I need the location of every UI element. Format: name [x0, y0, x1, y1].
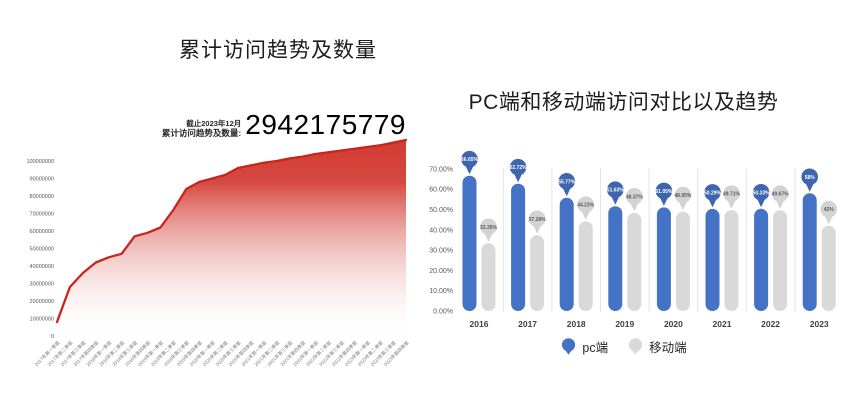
pc-mobile-comparison-panel: 0.00% 10.00% 20.00% 30.00% 40.00% 50.00% 60.00… — [426, 0, 852, 411]
bar-pc端-2016 — [462, 175, 477, 311]
bubble — [752, 184, 770, 201]
annotation-total-value: 2942175779 — [245, 109, 406, 140]
bubble-value-label: 44.23% — [577, 203, 595, 209]
x-axis-year-label: 2018 — [567, 319, 586, 329]
bar-pc端-2021 — [705, 208, 720, 311]
y-axis-label: 30000000 — [30, 282, 54, 288]
area-chart-plot: 1000000009000000080000000700000006000000… — [26, 138, 411, 368]
left-chart-title: 累计访问趋势及数量 — [179, 39, 377, 62]
bubble — [461, 150, 478, 168]
x-axis-year-label: 2022 — [761, 319, 780, 329]
bar-移动端-2023 — [821, 225, 836, 311]
legend: pc端 移动端 — [426, 337, 822, 356]
legend-item-mobile: 移动端 — [628, 337, 687, 356]
x-axis-year-label: 2017 — [518, 319, 537, 329]
bar-移动端-2016 — [481, 243, 496, 311]
bar-pc端-2018 — [559, 197, 574, 311]
annotation-text-column: 截止2023年12月 累计访问趋势及数量: — [150, 119, 241, 139]
y-axis-label: 70.00% — [429, 166, 453, 173]
bubble — [771, 185, 789, 202]
total-annotation: 截止2023年12月 累计访问趋势及数量: 2942175779 — [150, 109, 406, 141]
x-axis-year-label: 2021 — [713, 319, 732, 329]
y-axis-label: 10000000 — [30, 317, 54, 323]
bubble-value-label: 49.71% — [723, 192, 741, 198]
bubble — [674, 186, 692, 204]
annotation-date: 截止2023年12月 — [186, 119, 242, 128]
y-axis-label: 60.00% — [429, 187, 453, 194]
trend-line — [55, 138, 408, 324]
y-axis-label: 10.00% — [429, 288, 453, 295]
legend-item-pc: pc端 — [561, 337, 608, 356]
bubble-value-label: 55.77% — [558, 179, 576, 185]
bubble — [704, 184, 721, 201]
bubble — [480, 218, 497, 236]
bubble — [655, 182, 673, 200]
x-axis-year-label: 2016 — [470, 319, 489, 329]
y-axis-label: 50000000 — [30, 247, 54, 253]
y-axis-label: 80000000 — [30, 194, 54, 200]
y-axis-label: 60000000 — [30, 229, 54, 235]
pc-drop-icon — [562, 338, 576, 355]
bubble-value-label: 48.37% — [626, 194, 644, 200]
y-axis-label: 20000000 — [30, 299, 54, 305]
cumulative-visits-panel: 100000000 90000000 80000000 70000000 6000000… — [26, 39, 411, 368]
bar-chart-plot: 0.00% 10.00% 20.00% 30.00% 40.00% 50.00% 60.00… — [429, 150, 837, 329]
bubble-value-label: 51.05% — [655, 189, 673, 195]
y-axis-label: 30.00% — [429, 248, 453, 255]
bubble — [577, 196, 594, 213]
bar-移动端-2022 — [773, 210, 788, 311]
y-axis-label: 20.00% — [429, 268, 453, 275]
bar-pc端-2020 — [656, 207, 671, 311]
bubble — [607, 181, 624, 198]
y-axis-label: 70000000 — [30, 212, 54, 218]
mobile-drop-icon — [628, 338, 643, 355]
y-axis-label: 0 — [51, 334, 54, 340]
annotation-label: 累计访问趋势及数量: — [161, 128, 242, 139]
bubble — [820, 200, 837, 218]
bubble — [558, 173, 575, 190]
bar-pc端-2023 — [802, 193, 817, 311]
bubble-value-label: 49.67% — [772, 192, 790, 198]
bar-移动端-2019 — [627, 212, 642, 311]
bubble — [723, 185, 740, 202]
bubble-value-label: 51.63% — [607, 188, 625, 194]
bubble — [626, 188, 643, 205]
bubble-value-label: 37.28% — [529, 217, 547, 223]
right-chart-title: PC端和移动端访问对比以及趋势 — [468, 91, 779, 114]
bubble-value-label: 50.29% — [704, 190, 722, 196]
bubble — [528, 210, 546, 228]
bubble-value-label: 33.35% — [480, 225, 498, 231]
bubble — [509, 158, 527, 176]
bar-pc端-2019 — [608, 206, 623, 311]
bubble-value-label: 66.65% — [461, 157, 479, 163]
bubble-value-label: 48.95% — [674, 193, 692, 199]
y-axis-label: 50.00% — [429, 207, 453, 214]
y-axis-label: 0.00% — [433, 309, 453, 316]
bubble-value-label: 58% — [805, 175, 816, 181]
y-axis-label: 40000000 — [30, 264, 54, 270]
bubble-value-label: 50.33% — [753, 190, 771, 196]
area-fill — [57, 140, 406, 336]
bubble — [801, 168, 818, 186]
x-axis-year-label: 2019 — [615, 319, 634, 329]
y-axis-label: 100000000 — [26, 159, 54, 165]
legend-label-mobile: 移动端 — [649, 341, 687, 355]
bar-pc端-2022 — [754, 208, 769, 311]
bar-移动端-2020 — [675, 211, 690, 311]
x-axis-year-label: 2020 — [664, 319, 683, 329]
bubble-value-label: 62.72% — [510, 165, 528, 171]
bar-移动端-2017 — [530, 235, 545, 311]
bar-移动端-2018 — [578, 221, 593, 311]
y-axis-label: 90000000 — [30, 177, 54, 183]
bar-pc端-2017 — [511, 183, 526, 311]
bar-移动端-2021 — [724, 210, 739, 311]
x-axis-year-label: 2023 — [810, 319, 829, 329]
legend-label-pc: pc端 — [582, 341, 609, 355]
bubble-value-label: 42% — [824, 207, 835, 213]
y-axis-label: 40.00% — [429, 227, 453, 234]
